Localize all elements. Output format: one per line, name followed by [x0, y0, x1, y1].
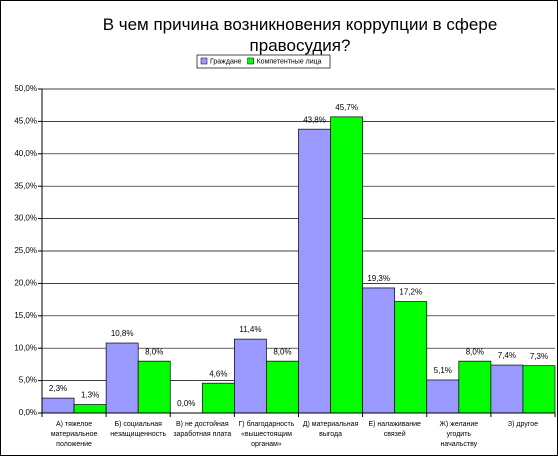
legend-label: Компетентные лица — [257, 58, 322, 65]
bar — [458, 360, 492, 414]
legend-box — [196, 54, 331, 69]
y-tick-label: 15,0% — [14, 311, 37, 320]
legend-swatch — [247, 57, 254, 65]
bar — [362, 287, 396, 414]
bar — [522, 365, 556, 414]
bar — [201, 382, 235, 414]
bar — [298, 128, 331, 414]
value-label: 8,0% — [273, 347, 291, 356]
value-label: 17,2% — [399, 288, 422, 297]
value-label: 45,7% — [335, 103, 358, 112]
bar — [41, 397, 75, 414]
y-tick-label: 50,0% — [14, 84, 37, 93]
x-tick-label: З) другое — [507, 421, 538, 428]
value-label: 10,8% — [111, 329, 134, 338]
bar — [105, 342, 139, 414]
bar — [73, 404, 107, 414]
value-label: 4,6% — [209, 369, 227, 378]
y-tick-label: 35,0% — [14, 181, 37, 190]
y-tick-label: 40,0% — [14, 149, 37, 158]
y-tick-label: 10,0% — [14, 343, 37, 352]
bar — [234, 338, 267, 414]
value-label: 1,3% — [81, 391, 99, 400]
legend-label: Граждане — [210, 58, 242, 65]
bar — [266, 360, 299, 414]
y-tick-label: 0,0% — [19, 408, 37, 417]
y-tick-label: 25,0% — [14, 246, 37, 255]
x-tick-label: Д) материальная выгода — [302, 421, 359, 438]
legend-swatch — [200, 57, 208, 65]
value-label: 2,3% — [49, 384, 67, 393]
x-tick-label: В) не достойная заработная плата — [173, 421, 232, 438]
value-label: 8,0% — [145, 347, 163, 356]
bar — [137, 360, 171, 414]
bar — [330, 116, 363, 414]
value-label: 8,0% — [466, 347, 484, 356]
y-tick-label: 45,0% — [14, 117, 37, 126]
value-label: 7,4% — [498, 351, 516, 360]
value-label: 5,1% — [434, 366, 452, 375]
x-tick-label: А) тяжелое материальное положение — [50, 421, 98, 448]
y-tick-label: 5,0% — [19, 376, 37, 385]
value-label: 7,3% — [530, 352, 548, 361]
y-tick-label: 30,0% — [14, 214, 37, 223]
bar — [490, 364, 524, 414]
x-tick-label: Ж) желание угодить начальству — [439, 421, 479, 448]
y-tick-label: 20,0% — [14, 279, 37, 288]
bar — [394, 301, 428, 414]
value-label: 11,4% — [239, 325, 261, 334]
value-label: 19,3% — [367, 274, 390, 283]
value-label: 43,8% — [303, 115, 326, 124]
bar — [426, 379, 460, 414]
value-label: 0,0% — [177, 399, 195, 408]
x-tick-label: Б) социальная незащищенность — [110, 421, 167, 438]
chart-title: В чем причина возникновения коррупции в … — [102, 15, 498, 55]
x-tick-label: Г) благодарность «вышестоящим органам» — [238, 421, 295, 448]
x-tick-label: Е) налаживание связей — [368, 421, 421, 438]
